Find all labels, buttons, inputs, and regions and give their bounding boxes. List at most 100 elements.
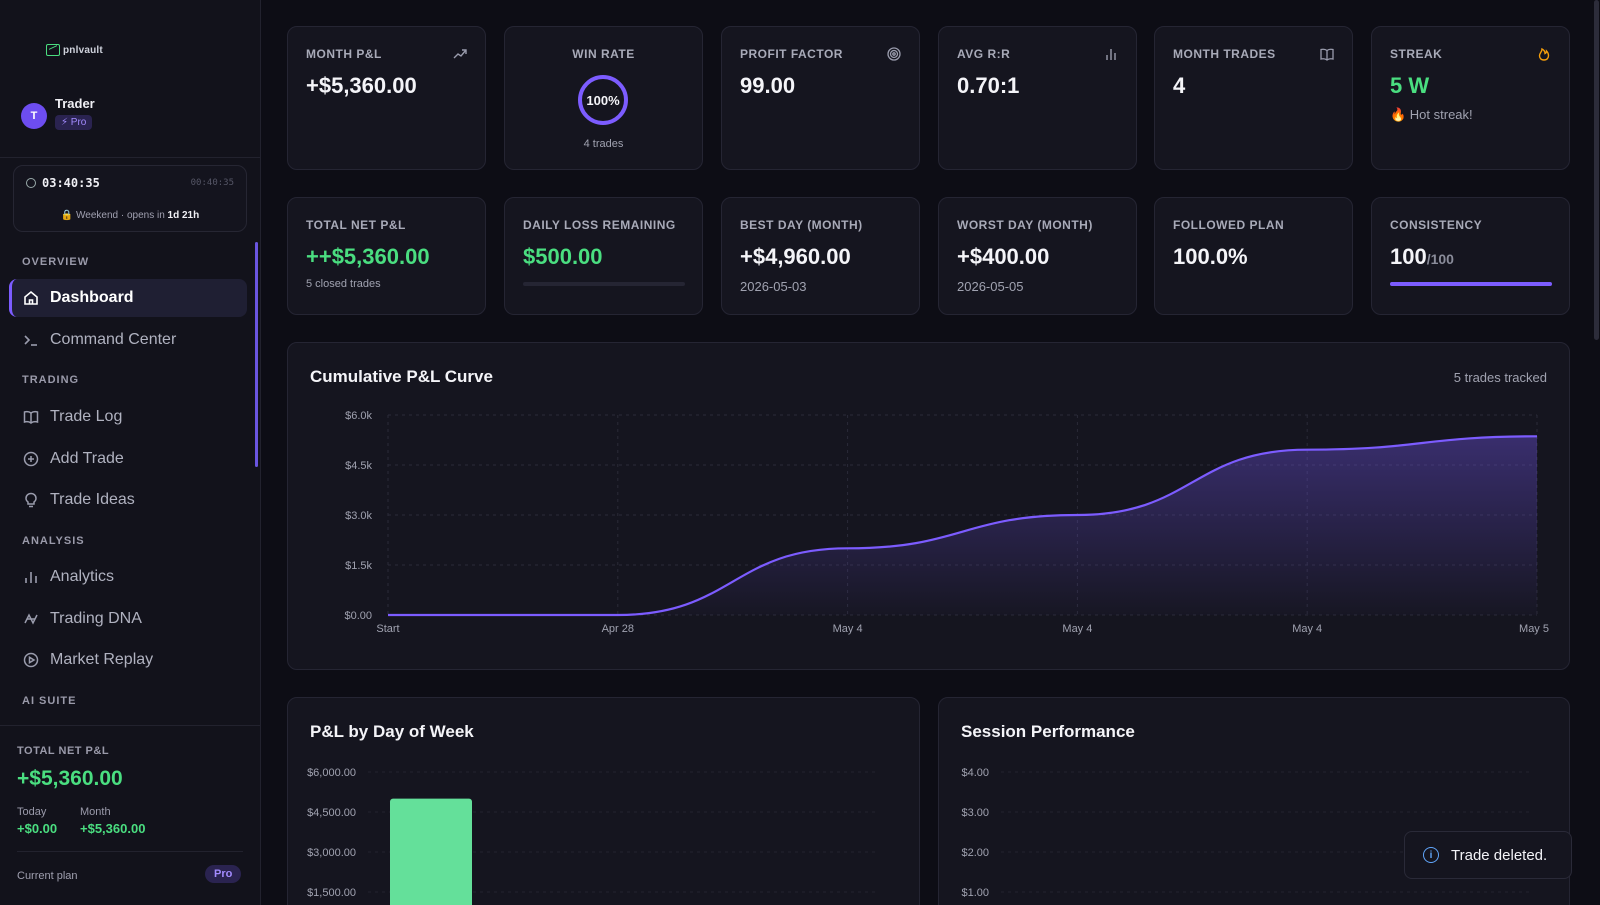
book-icon (1320, 47, 1334, 61)
stat-card-win-rate: WIN RATE 100% 4 trades (504, 26, 703, 170)
stat-card-daily-loss-remaining: DAILY LOSS REMAINING $500.00 (504, 197, 703, 315)
stat-card-streak: STREAK 5 W 🔥 Hot streak! (1371, 26, 1570, 170)
clock-icon (26, 178, 36, 188)
stat-sub: 2026-05-05 (957, 279, 1024, 294)
clock-time: 03:40:35 (26, 176, 100, 190)
x-tick-label: Apr 28 (602, 623, 634, 635)
stat-sub: 4 trades (583, 138, 624, 150)
y-tick-label: $1.5k (345, 560, 372, 572)
nav-item-label: Analytics (50, 568, 115, 585)
y-tick-label: $4.5k (345, 460, 372, 472)
stat-label: BEST DAY (MONTH) (740, 218, 863, 232)
nav-item-trade-ideas[interactable]: Trade Ideas (9, 481, 247, 519)
sidebar-total-value: +$5,360.00 (17, 767, 123, 790)
sidebar-scrollbar[interactable] (255, 242, 258, 467)
nav-item-analytics[interactable]: Analytics (9, 558, 247, 596)
stat-value: 100/100 (1390, 244, 1454, 270)
today-value: +$0.00 (17, 821, 58, 836)
stat-value: 99.00 (740, 73, 796, 98)
logo-text: pnlvault (63, 44, 103, 56)
stat-card-month-trades: MONTH TRADES 4 (1154, 26, 1353, 170)
stat-value: +$400.00 (957, 244, 1050, 269)
home-icon (23, 290, 39, 306)
cumulative-area (388, 436, 1537, 615)
stat-label: DAILY LOSS REMAINING (523, 218, 676, 232)
y-tick-label: $1.00 (961, 887, 989, 899)
fire-icon (1537, 47, 1551, 61)
cumulative-pnl-card: Cumulative P&L Curve 5 trades tracked $0… (287, 342, 1570, 670)
stat-value: 100% (586, 92, 620, 108)
sidebar-total-label: TOTAL NET P&L (17, 745, 110, 757)
x-tick-label: May 4 (1062, 623, 1092, 635)
stat-label: PROFIT FACTOR (740, 47, 843, 61)
logo-icon (46, 44, 60, 56)
nav-item-trading-dna[interactable]: Trading DNA (9, 600, 247, 638)
chart-title: Session Performance (961, 722, 1135, 741)
nav-section-overview: OVERVIEW (22, 256, 90, 268)
x-tick-label: Start (376, 623, 399, 635)
chart-title: Cumulative P&L Curve (310, 367, 493, 386)
stat-value: $500.00 (523, 244, 603, 269)
y-tick-label: $1,500.00 (307, 887, 356, 899)
nav-item-command-center[interactable]: Command Center (9, 321, 247, 359)
clock-time-value: 03:40:35 (42, 176, 100, 190)
nav-item-add-trade[interactable]: Add Trade (9, 440, 247, 478)
y-tick-label: $4.00 (961, 767, 989, 779)
nav-item-label: Trading DNA (50, 610, 142, 627)
stat-card-best-day: BEST DAY (MONTH) +$4,960.00 2026-05-03 (721, 197, 920, 315)
daily-loss-progress (523, 282, 685, 286)
nav-item-label: Command Center (50, 331, 177, 348)
dow-pnl-chart[interactable]: $1,500.00 $3,000.00 $4,500.00 $6,000.00 (288, 698, 921, 905)
y-tick-label: $3.00 (961, 807, 989, 819)
y-tick-label: $6,000.00 (307, 767, 356, 779)
consistency-score: 100 (1390, 244, 1427, 269)
consistency-progress-fill (1390, 282, 1552, 286)
market-status-text: 🔒 Weekend · opens in (60, 210, 168, 221)
dow-pnl-card: P&L by Day of Week $1,500.00 $3,000.00 $4,… (287, 697, 920, 905)
nav-section-trading: TRADING (22, 374, 80, 386)
market-open-countdown: 1d 21h (167, 210, 200, 221)
user-name: Trader (55, 96, 95, 111)
book-icon (23, 409, 39, 425)
plan-badge: ⚡ Pro (55, 115, 93, 130)
market-clock: 03:40:35 00:40:35 🔒 Weekend · opens in 1… (13, 165, 247, 232)
stat-sub: 🔥 Hot streak! (1390, 107, 1473, 122)
market-status: 🔒 Weekend · opens in 1d 21h (14, 210, 246, 221)
page-scrollbar[interactable] (1594, 0, 1599, 340)
divider (0, 725, 261, 726)
session-performance-chart[interactable]: $1.00 $2.00 $3.00 $4.00 (939, 698, 1571, 905)
user-profile[interactable]: T Trader ⚡ Pro (21, 96, 95, 130)
nav-item-label: Dashboard (50, 289, 134, 306)
y-tick-label: $3,000.00 (307, 847, 356, 859)
clock-secondary-time: 00:40:35 (190, 178, 234, 188)
sidebar: pnlvault T Trader ⚡ Pro 03:40:35 00:40:3… (0, 0, 261, 905)
nav-item-dashboard[interactable]: Dashboard (9, 279, 247, 317)
info-icon: i (1423, 847, 1439, 863)
toast-notification[interactable]: i Trade deleted. (1404, 831, 1572, 879)
win-rate-ring: 100% (578, 75, 628, 125)
stat-value: 5 W (1390, 73, 1430, 98)
bar (390, 798, 472, 905)
play-circle-icon (23, 652, 39, 668)
x-tick-label: May 5 (1519, 623, 1549, 635)
current-plan-label: Current plan (17, 870, 78, 882)
chart-title: P&L by Day of Week (310, 722, 474, 741)
stat-value: 100.0% (1173, 244, 1248, 269)
y-tick-label: $6.0k (345, 410, 372, 422)
nav-item-label: Trade Ideas (50, 491, 135, 508)
bar-chart-icon (1104, 47, 1118, 61)
stat-card-consistency: CONSISTENCY 100/100 (1371, 197, 1570, 315)
brand-logo[interactable]: pnlvault (46, 44, 103, 56)
stat-sub: 5 closed trades (306, 278, 381, 290)
stat-value: 0.70:1 (957, 73, 1020, 98)
nav-section-analysis: ANALYSIS (22, 535, 85, 547)
trending-up-icon (453, 47, 467, 61)
toast-text: Trade deleted. (1451, 846, 1548, 864)
nav-item-market-replay[interactable]: Market Replay (9, 641, 247, 679)
stat-label: CONSISTENCY (1390, 218, 1483, 232)
cumulative-line (388, 435, 1538, 617)
current-plan-badge[interactable]: Pro (205, 865, 242, 883)
cumulative-pnl-chart[interactable]: $0.00 $1.5k $3.0k $4.5k $6.0k Start Apr 28 May … (288, 343, 1571, 671)
nav-item-trade-log[interactable]: Trade Log (9, 398, 247, 436)
stat-sub: 2026-05-03 (740, 279, 807, 294)
